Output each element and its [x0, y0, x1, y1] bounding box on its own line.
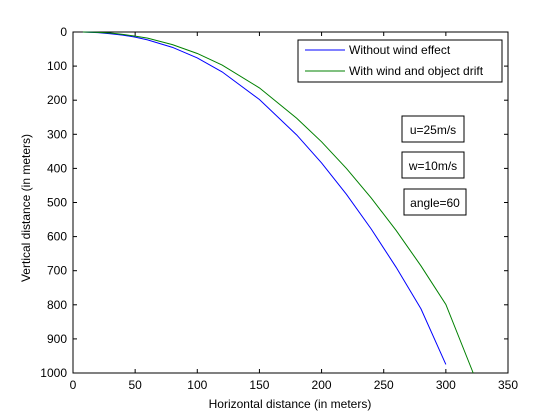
y-tick-label: 500: [47, 196, 67, 210]
y-tick-label: 900: [47, 332, 67, 346]
x-tick-label: 250: [374, 378, 394, 392]
x-tick-label: 300: [436, 378, 456, 392]
y-tick-label: 200: [47, 93, 67, 107]
legend-label-without-wind: Without wind effect: [349, 43, 451, 57]
y-tick-label: 700: [47, 264, 67, 278]
x-tick-label: 150: [249, 378, 269, 392]
series-line-without-wind: [82, 31, 447, 365]
x-tick-label: 0: [70, 378, 77, 392]
annotation-wind: w=10m/s: [401, 151, 465, 179]
x-tick-label: 100: [187, 378, 207, 392]
x-tick-label: 350: [498, 378, 518, 392]
annotation-angle: angle=60: [403, 188, 467, 216]
y-tick-label: 1000: [40, 366, 67, 380]
legend-box: [297, 39, 503, 83]
y-tick-label: 400: [47, 161, 67, 175]
legend-label-with-wind: With wind and object drift: [349, 64, 484, 78]
annotation-velocity-box: [401, 115, 465, 143]
y-tick-label: 300: [47, 127, 67, 141]
legend: Without wind effect With wind and object…: [297, 39, 503, 83]
annotation-wind-text: w=10m/s: [408, 159, 457, 173]
x-tick-label: 200: [312, 378, 332, 392]
annotation-velocity: u=25m/s: [401, 115, 465, 143]
x-tick-label: 50: [128, 378, 142, 392]
series-line-with-wind: [82, 31, 474, 374]
y-tick-label: 0: [60, 25, 67, 39]
annotation-wind-box: [401, 151, 465, 179]
y-tick-label: 100: [47, 59, 67, 73]
y-tick-label: 800: [47, 298, 67, 312]
series-lines: [82, 31, 474, 374]
y-tick-label: 600: [47, 230, 67, 244]
axis-ticks: 0 50 100 150 200 250 300 350 0 100 200 300 400 500 600…: [40, 25, 518, 392]
annotation-angle-box: [403, 188, 467, 216]
y-axis-title: Vertical distance (in meters): [19, 134, 33, 282]
annotation-velocity-text: u=25m/s: [410, 123, 456, 137]
x-axis-title: Horizontal distance (in meters): [209, 397, 372, 411]
annotation-angle-text: angle=60: [410, 196, 460, 210]
